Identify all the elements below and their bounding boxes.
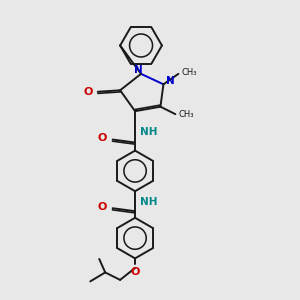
- Text: O: O: [130, 267, 140, 277]
- Text: N: N: [134, 65, 143, 75]
- Text: CH₃: CH₃: [179, 110, 194, 119]
- Text: O: O: [97, 202, 107, 212]
- Text: NH: NH: [140, 127, 158, 137]
- Text: CH₃: CH₃: [182, 68, 197, 77]
- Text: N: N: [166, 76, 174, 86]
- Text: O: O: [97, 133, 107, 143]
- Text: O: O: [84, 87, 93, 97]
- Text: NH: NH: [140, 197, 158, 207]
